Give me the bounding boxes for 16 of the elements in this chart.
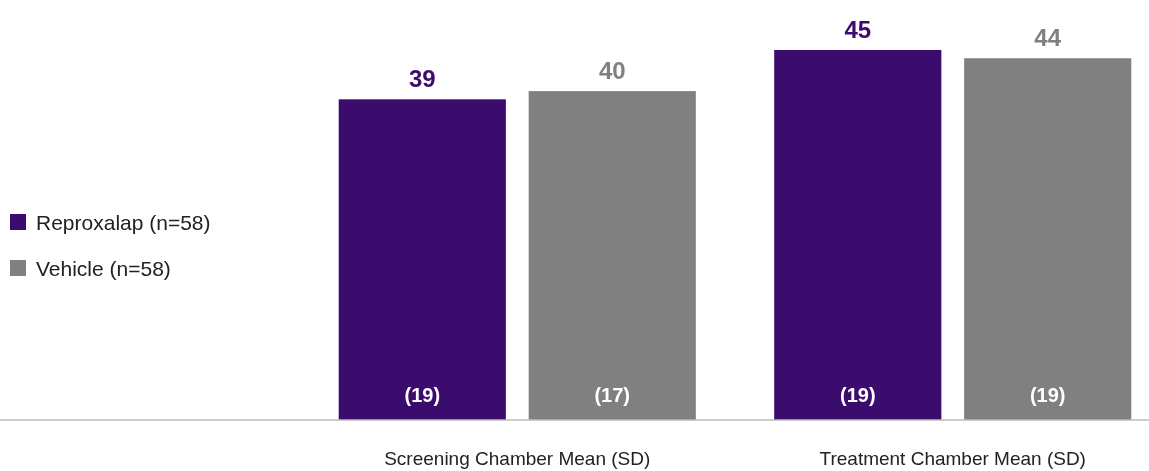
bar bbox=[774, 50, 942, 420]
data-label: 39 bbox=[408, 65, 436, 93]
x-tick-label: Screening Chamber Mean (SD) bbox=[384, 448, 651, 469]
bar bbox=[338, 99, 506, 420]
data-label: 40 bbox=[598, 57, 626, 85]
annotation: (19) bbox=[404, 384, 441, 406]
data-label: 44 bbox=[1034, 24, 1062, 52]
bar bbox=[964, 58, 1132, 420]
annotation: (19) bbox=[1029, 384, 1066, 406]
annotation: (17) bbox=[594, 384, 631, 406]
annotation: (19) bbox=[839, 384, 876, 406]
data-label: 45 bbox=[844, 16, 872, 43]
bar bbox=[528, 91, 696, 420]
x-tick-label: Treatment Chamber Mean (SD) bbox=[819, 448, 1086, 469]
legend-label: Reproxalap (n=58) bbox=[36, 211, 211, 234]
legend-label: Vehicle (n=58) bbox=[36, 257, 171, 280]
